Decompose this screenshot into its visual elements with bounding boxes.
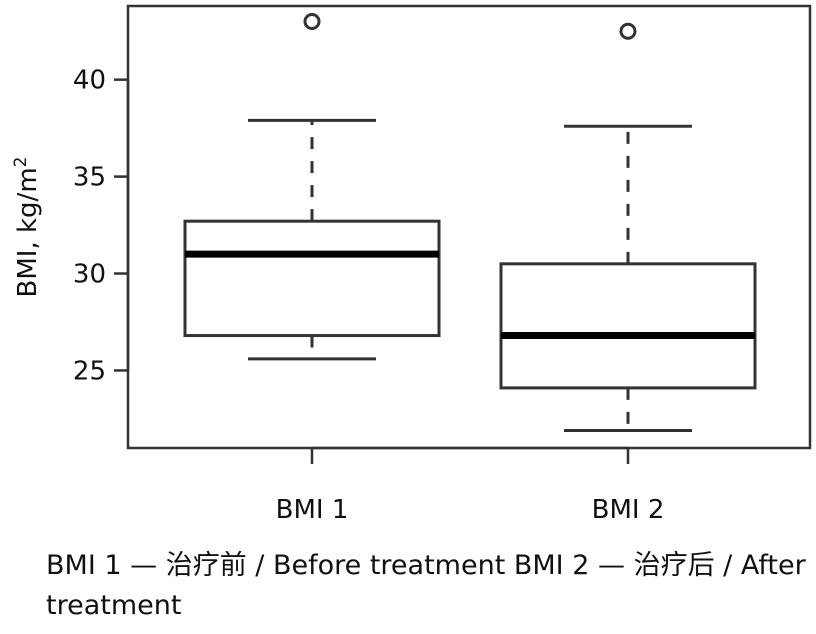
iqr-box: [183, 219, 441, 338]
box-2: [499, 22, 757, 433]
y-tick-label: 40: [73, 66, 106, 96]
y-axis: 25 30 35 40: [73, 66, 130, 386]
y-tick-label: 35: [73, 163, 106, 193]
y-tick-label: 30: [73, 260, 106, 290]
y-axis-label: BMI, kg/m2: [11, 157, 43, 298]
x-tick-label: BMI 2: [592, 495, 665, 525]
box-1: [183, 13, 441, 361]
x-tick-label: BMI 1: [276, 495, 349, 525]
outlier-point: [619, 22, 637, 40]
y-axis-label-superscript: 2: [11, 157, 31, 168]
x-axis: BMI 1 BMI 2: [276, 446, 665, 525]
y-tick-label: 25: [73, 356, 106, 386]
boxplot-chart: 25 30 35 40 BMI 1 BMI 2 BMI, kg/m2: [11, 4, 812, 525]
boxes: [183, 13, 757, 433]
figure-caption: BMI 1 — 治疗前 / Before treatment BMI 2 — 治…: [46, 550, 806, 621]
outlier-point: [303, 13, 321, 31]
iqr-box: [499, 262, 757, 390]
